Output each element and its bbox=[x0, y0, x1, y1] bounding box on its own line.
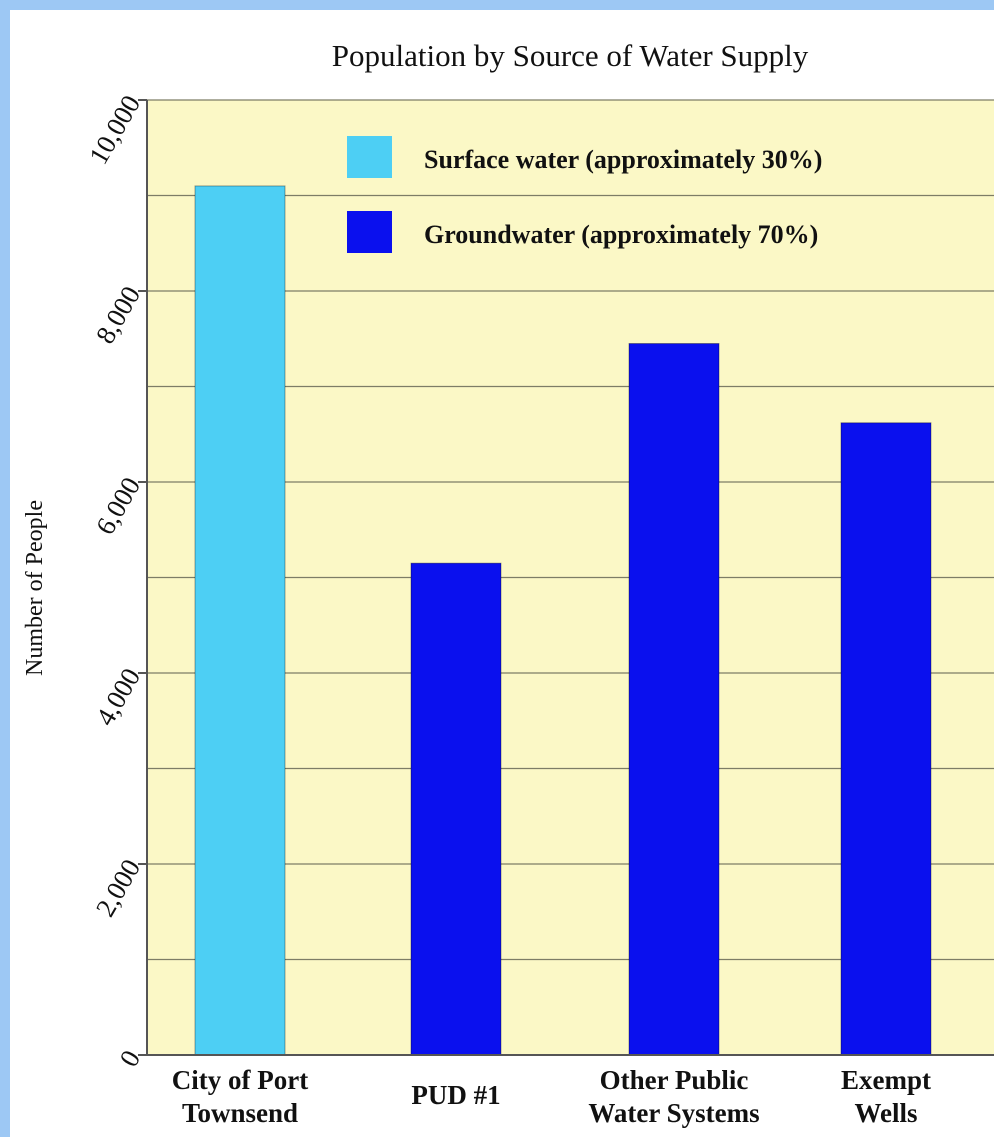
x-category-label: City of Port Townsend bbox=[172, 1065, 308, 1128]
bar-chart: 0 2,000 4,000 6,000 8,000 10,000 City of Port… bbox=[22, 38, 994, 1128]
y-tick-label: 4,000 bbox=[90, 663, 146, 731]
legend-swatch bbox=[347, 136, 392, 178]
bars bbox=[194, 185, 932, 1056]
legend-label: Groundwater (approximately 70%) bbox=[424, 220, 818, 249]
y-tick-label: 0 bbox=[113, 1045, 146, 1072]
bar bbox=[628, 343, 720, 1056]
gridlines bbox=[147, 99, 994, 961]
y-tick-label: 10,000 bbox=[83, 90, 146, 169]
legend-swatch bbox=[347, 211, 392, 253]
y-tick-label: 8,000 bbox=[90, 281, 146, 349]
x-category-label: PUD #1 bbox=[411, 1080, 500, 1110]
x-category-labels: City of Port Townsend PUD #1 Other Public Wa… bbox=[172, 1065, 931, 1128]
legend: Surface water (approximately 30%) Groundw… bbox=[347, 136, 822, 253]
legend-label: Surface water (approximately 30%) bbox=[424, 145, 822, 174]
chart-frame: 0 2,000 4,000 6,000 8,000 10,000 City of Port… bbox=[10, 10, 994, 1137]
y-tick-label: 2,000 bbox=[90, 854, 146, 922]
y-tick-labels: 0 2,000 4,000 6,000 8,000 10,000 bbox=[83, 90, 147, 1072]
bar bbox=[840, 422, 932, 1056]
chart-title: Population by Source of Water Supply bbox=[332, 38, 809, 73]
x-category-label: Other Public Water Systems bbox=[588, 1065, 759, 1128]
bar bbox=[194, 185, 286, 1056]
x-category-label: Exempt Wells bbox=[841, 1065, 931, 1128]
axes bbox=[146, 100, 994, 1056]
y-axis-label: Number of People bbox=[22, 500, 48, 676]
bar bbox=[410, 562, 502, 1056]
y-tick-label: 6,000 bbox=[90, 472, 146, 540]
